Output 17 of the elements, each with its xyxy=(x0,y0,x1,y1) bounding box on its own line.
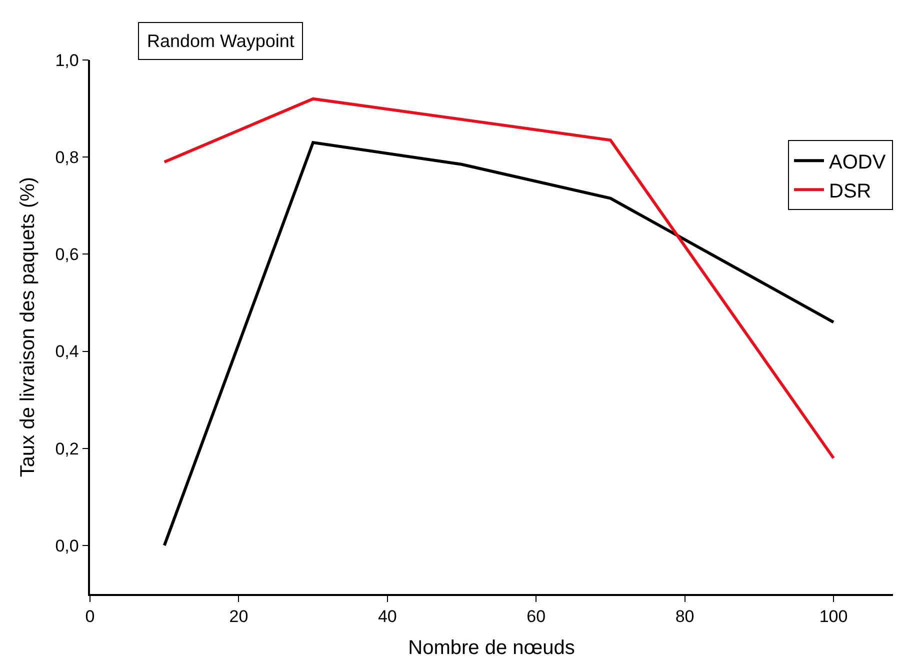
legend-label: AODV xyxy=(829,151,886,174)
x-tick-label: 100 xyxy=(819,607,848,626)
y-tick-label: 0,8 xyxy=(55,148,79,168)
legend-label: DSR xyxy=(829,180,872,202)
x-tick-label: 60 xyxy=(526,607,546,626)
x-axis-title: Nombre de nœuds xyxy=(408,637,575,660)
y-tick-label: 0,4 xyxy=(55,342,79,362)
y-tick-label: 0,2 xyxy=(55,439,79,458)
y-tick-label: 0,6 xyxy=(55,245,79,264)
y-tick-label: 0,0 xyxy=(55,536,79,556)
x-tick-label: 80 xyxy=(675,607,694,626)
x-tick-label: 0 xyxy=(85,607,95,626)
y-axis-title: Taux de livraison des paquets (%) xyxy=(17,176,40,478)
text: Random Waypoint xyxy=(147,31,294,51)
x-tick-label: 20 xyxy=(229,607,248,626)
y-tick-label: 1,0 xyxy=(55,50,79,70)
x-tick-label: 40 xyxy=(378,607,397,626)
